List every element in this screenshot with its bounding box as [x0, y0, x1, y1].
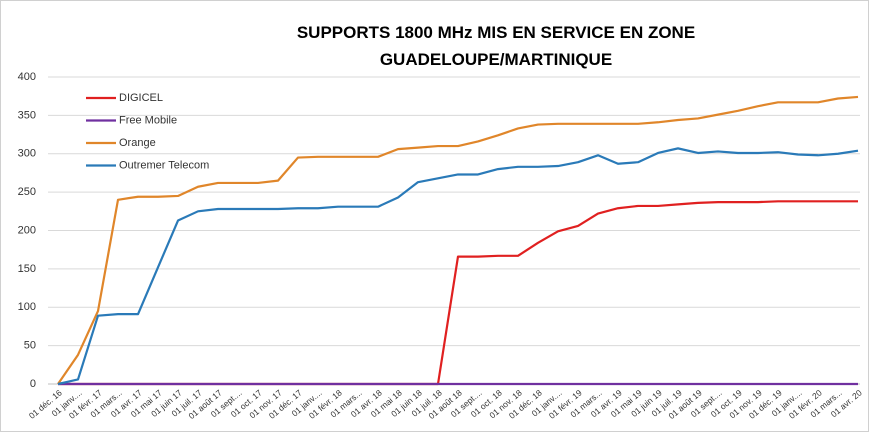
- y-tick-label: 50: [24, 340, 36, 352]
- y-tick-label: 0: [30, 378, 36, 390]
- y-tick-label: 150: [18, 263, 36, 275]
- legend-label: DIGICEL: [119, 92, 163, 104]
- y-tick-label: 100: [18, 301, 36, 313]
- series-line: [57, 147, 859, 386]
- series-line: [57, 95, 859, 385]
- y-tick-label: 200: [18, 224, 36, 236]
- y-tick-label: 350: [18, 109, 36, 121]
- legend-label: Orange: [119, 137, 156, 149]
- y-tick-label: 250: [18, 186, 36, 198]
- y-tick-label: 300: [18, 148, 36, 160]
- legend-label: Free Mobile: [119, 114, 177, 126]
- series-line: [58, 200, 858, 386]
- legend-label: Outremer Telecom: [119, 159, 209, 171]
- chart-title: SUPPORTS 1800 MHz MIS EN SERVICE EN ZONE…: [296, 23, 696, 69]
- y-tick-label: 400: [18, 71, 36, 83]
